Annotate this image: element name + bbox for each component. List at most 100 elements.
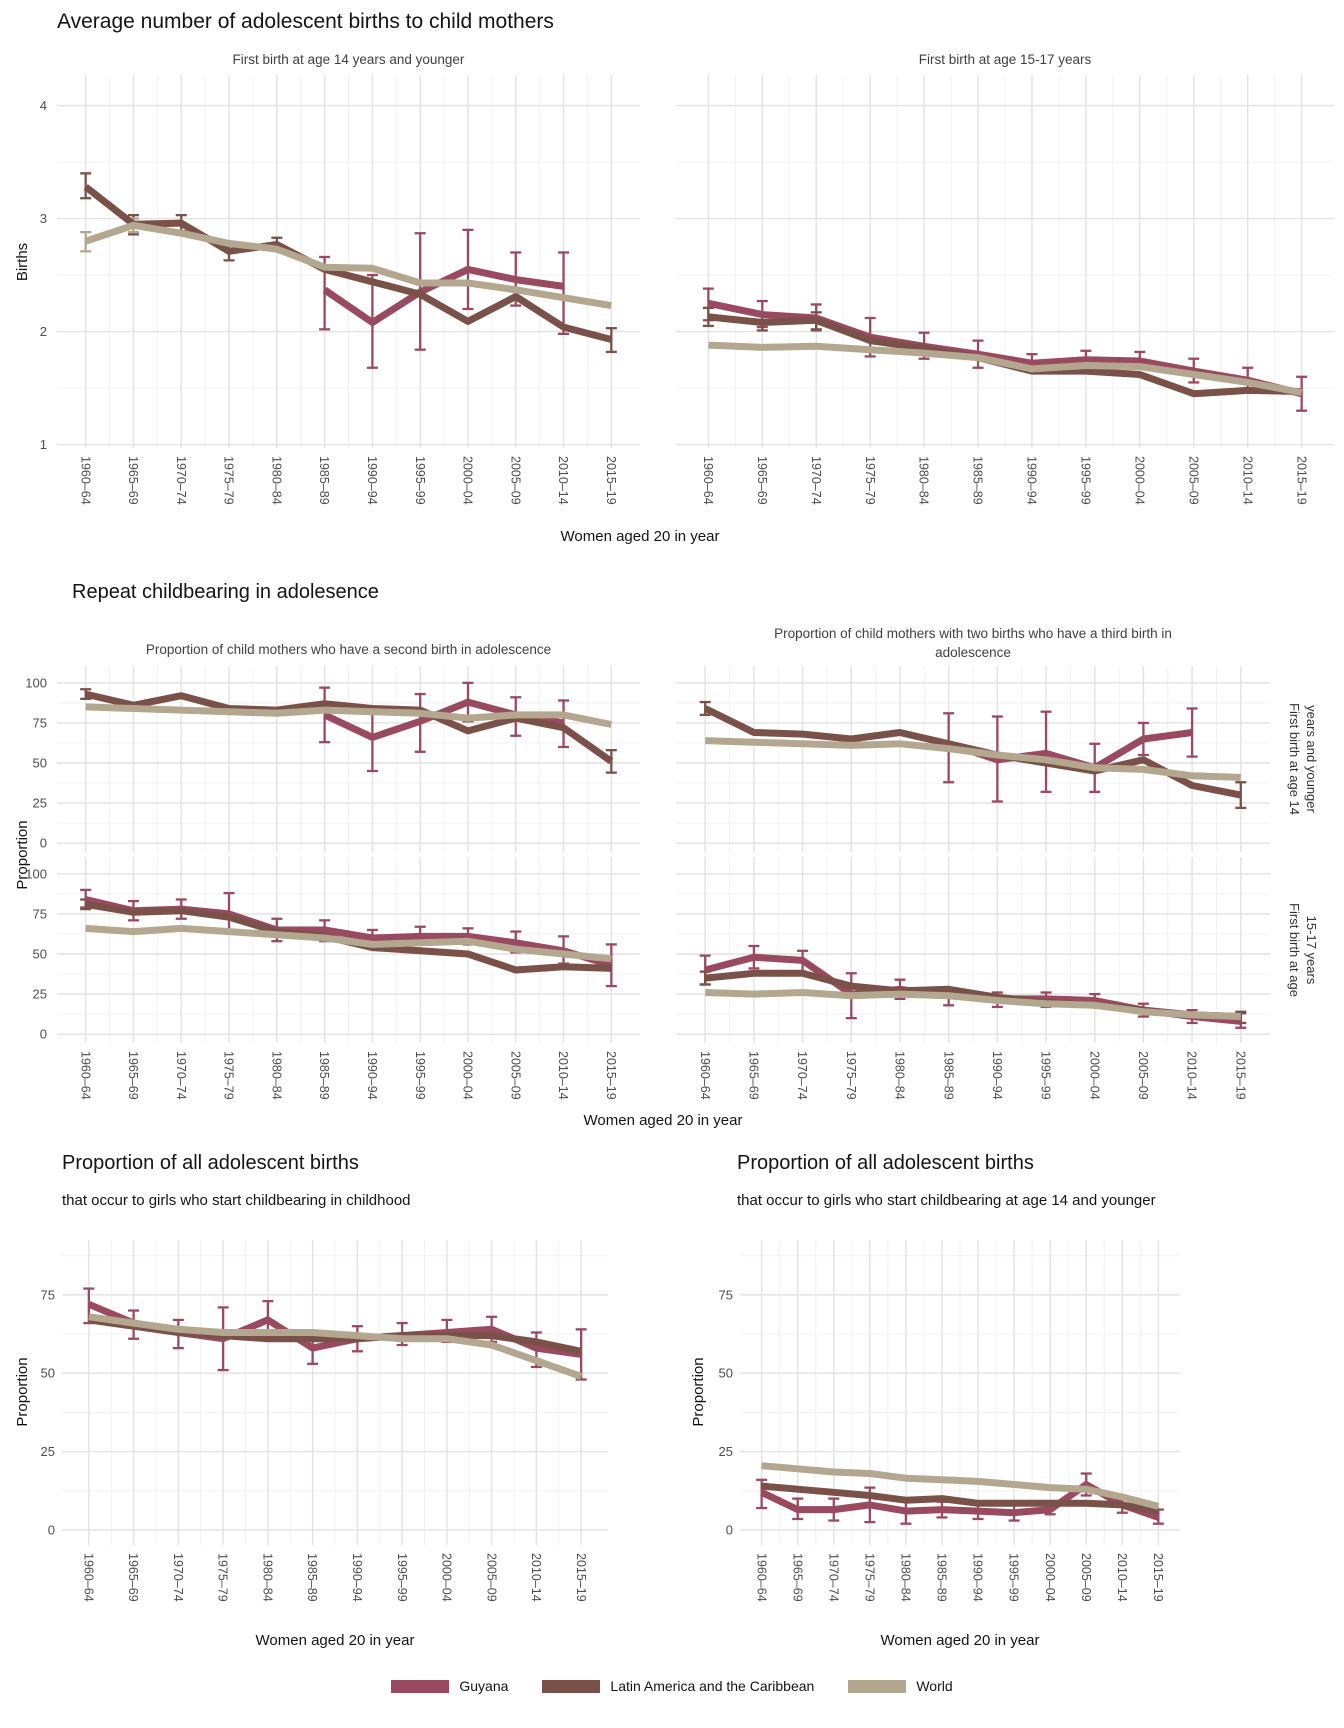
legend-swatch-lac (542, 1679, 601, 1693)
legend: Guyana Latin America and the Caribbean W… (0, 1678, 1344, 1694)
y-tick-label: 50 (33, 947, 47, 962)
x-tick-label: 1965–69 (126, 1553, 140, 1602)
y-tick-label: 75 (719, 1287, 733, 1302)
x-tick-label: 1995–99 (1007, 1553, 1021, 1602)
panel-third_birth_first1517: 1960–64 1965–69 1970–74 1975–79 1980–84 1985–… (676, 857, 1319, 1100)
x-tick-label: 1965–69 (755, 456, 769, 505)
x-tick-label: 1965–69 (790, 1553, 804, 1602)
x-tick-label: 1975–79 (844, 1051, 858, 1100)
x-tick-label: 1960–64 (78, 456, 92, 505)
x-tick-label: 1980–84 (269, 1051, 283, 1100)
x-tick-label: 2005–09 (1079, 1553, 1093, 1602)
x-axis-label-bottom-left: Women aged 20 in year (255, 1632, 415, 1649)
x-tick-label: 1995–99 (395, 1553, 409, 1602)
section2-title: Repeat childbearing in adolesence (72, 581, 379, 603)
y-tick-label: 0 (40, 836, 47, 851)
x-tick-label: 1975–79 (863, 456, 877, 505)
facet-strip-label: First birth at age 14 (1287, 703, 1302, 815)
x-tick-label: 2005–09 (508, 1051, 522, 1100)
panel-title-births-14: First birth at age 14 years and younger (232, 52, 465, 67)
x-tick-label: 2005–09 (1186, 456, 1200, 505)
facet-strip-label: 15-17 years (1304, 916, 1319, 985)
x-tick-label: 1970–74 (795, 1051, 809, 1100)
x-tick-label: 1980–84 (899, 1553, 913, 1602)
x-tick-label: 2010–14 (556, 456, 570, 505)
legend-swatch-guyana (391, 1679, 450, 1693)
x-axis-label-section1: Women aged 20 in year (560, 528, 720, 545)
x-tick-label: 2000–04 (461, 1051, 475, 1100)
x-tick-label: 1975–79 (222, 456, 236, 505)
bottom-right-title: Proportion of all adolescent births (737, 1152, 1034, 1174)
x-tick-label: 1995–99 (413, 456, 427, 505)
y-tick-label: 0 (48, 1522, 55, 1537)
y-tick-label: 0 (40, 1027, 47, 1042)
y-tick-label: 0 (726, 1522, 733, 1537)
x-tick-label: 2005–09 (1136, 1051, 1150, 1100)
x-tick-label: 1980–84 (917, 456, 931, 505)
x-tick-label: 1995–99 (1079, 456, 1093, 505)
x-tick-label: 1980–84 (260, 1553, 274, 1602)
x-tick-label: 2000–04 (1087, 1051, 1101, 1100)
gridlines-third_birth_first14 (676, 666, 1270, 852)
y-tick-label: 50 (33, 756, 47, 771)
x-tick-label: 1995–99 (1039, 1051, 1053, 1100)
series-line-lac (83, 184, 613, 343)
x-tick-label: 2005–09 (508, 456, 522, 505)
x-tick-label: 2015–19 (1233, 1051, 1247, 1100)
y-tick-label: 1 (40, 437, 47, 452)
bottom-left-subtitle: that occur to girls who start childbeari… (62, 1192, 411, 1209)
x-tick-label: 1965–69 (747, 1051, 761, 1100)
x-tick-label: 1965–69 (126, 456, 140, 505)
facet-strip-label: years and younger (1304, 705, 1319, 813)
x-tick-label: 1975–79 (216, 1553, 230, 1602)
x-axis-label-bottom-right: Women aged 20 in year (880, 1632, 1040, 1649)
x-tick-label: 2000–04 (440, 1553, 454, 1602)
gridlines-third_birth_first1517 (676, 857, 1270, 1043)
x-tick-label: 2000–04 (461, 456, 475, 505)
y-tick-label: 25 (33, 987, 47, 1002)
panel-third_birth_first14: First birth at age 14 years and younger (676, 666, 1319, 852)
x-tick-label: 1990–94 (1025, 456, 1039, 505)
x-tick-label: 2015–19 (604, 1051, 618, 1100)
gridlines-second_birth_first14 (57, 666, 640, 852)
y-axis-label-proportion-mid: Proportion (14, 820, 31, 890)
facet-strip-label: First birth at age (1287, 903, 1302, 997)
x-tick-label: 1970–74 (174, 456, 188, 505)
section1-title: Average number of adolescent births to c… (57, 10, 554, 33)
x-tick-label: 1960–64 (754, 1553, 768, 1602)
x-tick-label: 1985–89 (317, 456, 331, 505)
panel-all_births_childhood: 0 25 50 75 1960–64 1965–69 1970–74 1975–79 1980–… (41, 1240, 608, 1602)
y-tick-label: 25 (719, 1444, 733, 1459)
legend-label-lac: Latin America and the Caribbean (610, 1678, 815, 1694)
panel-second_birth_first1517: 0 25 50 75 100 1960–64 1965–69 1970–74 1975–79 19… (25, 857, 640, 1100)
gridlines-births_first_14 (57, 75, 640, 448)
x-tick-label: 1960–64 (701, 456, 715, 505)
x-axis-label-section2: Women aged 20 in year (583, 1112, 743, 1129)
y-axis-label-births: Births (14, 242, 31, 282)
x-tick-label: 1990–94 (990, 1051, 1004, 1100)
panel-births_first_14: 1 2 3 4 1960–64 1965–69 1970–74 1975–79 1980–84 1… (40, 75, 640, 505)
y-tick-label: 50 (719, 1366, 733, 1381)
y-tick-label: 50 (41, 1366, 55, 1381)
x-tick-label: 2005–09 (484, 1553, 498, 1602)
x-tick-label: 1990–94 (971, 1553, 985, 1602)
x-tick-label: 1970–74 (171, 1553, 185, 1602)
series-line-lac (84, 690, 614, 765)
x-tick-label: 1980–84 (893, 1051, 907, 1100)
series-line-world (708, 341, 1303, 397)
x-tick-label: 1980–84 (269, 456, 283, 505)
x-tick-label: 1985–89 (941, 1051, 955, 1100)
gridlines-all_births_childhood (62, 1240, 608, 1545)
legend-item-lac: Latin America and the Caribbean (542, 1678, 814, 1694)
x-tick-label: 2000–04 (1043, 1553, 1057, 1602)
x-tick-label: 2015–19 (604, 456, 618, 505)
x-tick-label: 1965–69 (126, 1051, 140, 1100)
x-tick-label: 1985–89 (971, 456, 985, 505)
x-tick-label: 1960–64 (698, 1051, 712, 1100)
legend-label-guyana: Guyana (459, 1678, 509, 1694)
y-tick-label: 2 (40, 324, 47, 339)
series-line-world (85, 924, 612, 963)
x-tick-label: 1975–79 (222, 1051, 236, 1100)
x-tick-label: 1990–94 (350, 1553, 364, 1602)
